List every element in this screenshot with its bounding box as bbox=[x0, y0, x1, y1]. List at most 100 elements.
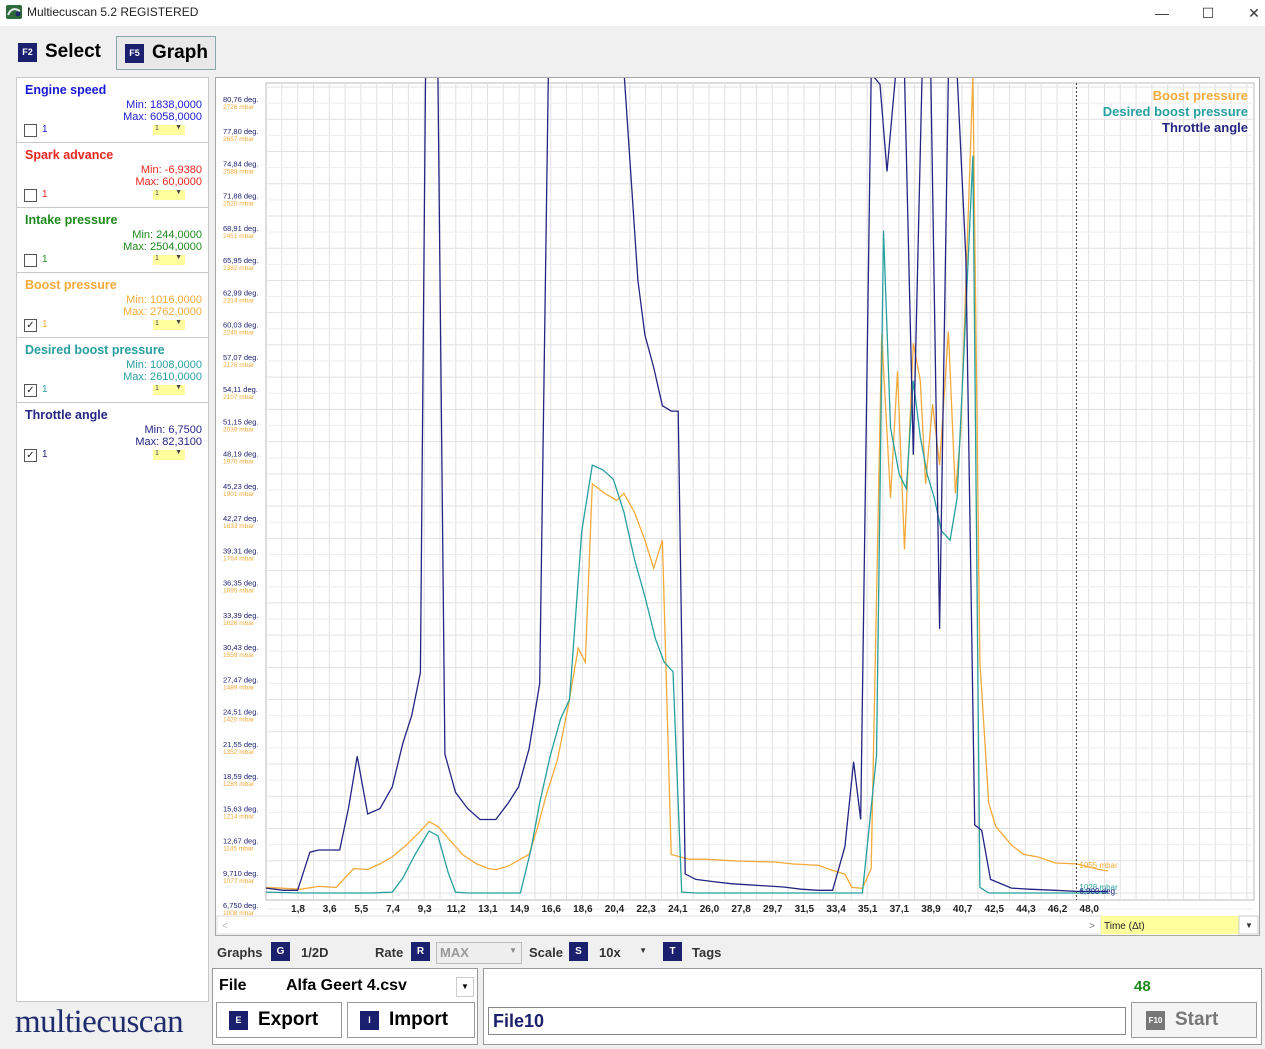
y-tick-label-mbar: 1626 mbar bbox=[223, 620, 255, 627]
y-tick-label-mbar: 1901 mbar bbox=[223, 491, 255, 498]
sensor-graph-number: 1 bbox=[42, 449, 48, 460]
start-button-label: Start bbox=[1175, 1009, 1219, 1030]
sensor-item[interactable]: Desired boost pressure Min: 1008,0000 Max:… bbox=[17, 338, 208, 403]
sensor-item[interactable]: Spark advance Min: -6,9380 Max: 60,0000 1 1 ▼ bbox=[17, 143, 208, 208]
x-tick-label: 7,4 bbox=[386, 904, 400, 915]
y-tick-label-mbar: 1764 mbar bbox=[223, 555, 255, 562]
import-button[interactable]: I Import bbox=[347, 1002, 475, 1038]
y-tick-label-mbar: 1420 mbar bbox=[223, 717, 255, 724]
y-tick-label-deg: 45,23 deg. bbox=[223, 482, 258, 491]
y-tick-label-mbar: 2382 mbar bbox=[223, 265, 255, 272]
x-tick-label: 26,0 bbox=[700, 904, 720, 915]
rate-select[interactable]: MAX ▼ bbox=[436, 942, 522, 964]
x-tick-label: 40,7 bbox=[953, 904, 973, 915]
sensor-range: Min: 1008,0000 Max: 2610,0000 bbox=[123, 359, 202, 383]
tab-graph[interactable]: F5 Graph bbox=[116, 36, 216, 70]
sensor-graph-select[interactable]: 1 ▼ bbox=[153, 319, 185, 330]
filename-field[interactable]: File10 bbox=[488, 1007, 1126, 1035]
y-tick-label-mbar: 2107 mbar bbox=[223, 394, 255, 401]
x-tick-label: 18,6 bbox=[573, 904, 593, 915]
sensor-checkbox[interactable] bbox=[24, 189, 37, 202]
cursor-value-throttle: 6,900 deg. bbox=[1079, 887, 1117, 896]
s-key-icon: S bbox=[569, 942, 588, 961]
main-tabs: F2 Select F5 Graph bbox=[8, 36, 1265, 70]
y-tick-label-deg: 42,27 deg. bbox=[223, 514, 258, 523]
scroll-left-icon[interactable]: < bbox=[222, 921, 228, 932]
series-line-boost-pressure bbox=[265, 75, 1109, 890]
y-tick-label-mbar: 2588 mbar bbox=[223, 168, 255, 175]
horizontal-scrollbar[interactable] bbox=[216, 915, 1102, 935]
sensor-item[interactable]: Boost pressure Min: 1016,0000 Max: 2762,00… bbox=[17, 273, 208, 338]
x-tick-label: 20,4 bbox=[605, 904, 625, 915]
y-tick-label-deg: 6,750 deg. bbox=[223, 901, 258, 910]
sensor-graph-number: 1 bbox=[42, 124, 48, 135]
y-tick-label-deg: 77,80 deg. bbox=[223, 127, 258, 136]
y-tick-label-mbar: 2726 mbar bbox=[223, 104, 255, 111]
close-icon[interactable]: ✕ bbox=[1248, 4, 1260, 21]
sensor-min: Min: 1016,0000 bbox=[126, 294, 202, 306]
x-tick-label: 44,3 bbox=[1016, 904, 1036, 915]
sensor-checkbox[interactable] bbox=[24, 254, 37, 267]
chevron-down-icon: ▼ bbox=[175, 189, 182, 196]
sensor-graph-select[interactable]: 1 ▼ bbox=[153, 189, 185, 200]
x-tick-label: 38,9 bbox=[921, 904, 941, 915]
chevron-down-icon: ▼ bbox=[509, 946, 517, 955]
x-tick-label: 13,1 bbox=[478, 904, 498, 915]
start-button[interactable]: F10 Start bbox=[1131, 1002, 1257, 1038]
y-tick-label-deg: 30,43 deg. bbox=[223, 643, 258, 652]
sensor-graph-select[interactable]: 1 ▼ bbox=[153, 384, 185, 395]
tab-select[interactable]: F2 Select bbox=[8, 36, 108, 68]
x-tick-label: 35,1 bbox=[858, 904, 878, 915]
app-icon bbox=[6, 5, 22, 19]
sensor-item[interactable]: Throttle angle Min: 6,7500 Max: 82,3100 ✓ 1 1… bbox=[17, 403, 208, 467]
y-tick-label-mbar: 2520 mbar bbox=[223, 201, 255, 208]
f10-key-icon: F10 bbox=[1146, 1010, 1165, 1030]
sensor-range: Min: -6,9380 Max: 60,0000 bbox=[135, 164, 202, 188]
sensor-checkbox[interactable] bbox=[24, 124, 37, 137]
line-chart[interactable]: 80,76 deg.2726 mbar 77,80 deg.2657 mbar 74… bbox=[216, 69, 1259, 935]
maximize-icon[interactable]: ☐ bbox=[1201, 4, 1215, 21]
time-axis-dropdown[interactable] bbox=[1238, 915, 1259, 935]
sensor-item[interactable]: Engine speed Min: 1838,0000 Max: 6058,0000… bbox=[17, 78, 208, 143]
y-tick-label-mbar: 1695 mbar bbox=[223, 588, 255, 595]
legend-entry: Boost pressure bbox=[1153, 88, 1248, 103]
y-tick-label-mbar: 1145 mbar bbox=[223, 846, 254, 853]
g-key-icon: G bbox=[271, 942, 290, 961]
x-tick-label: 46,2 bbox=[1048, 904, 1068, 915]
sensor-graph-select-value: 1 bbox=[155, 255, 159, 262]
y-tick-label-deg: 54,11 deg. bbox=[223, 385, 258, 394]
scale-select[interactable]: 10x ▼ bbox=[593, 942, 653, 962]
sensor-graph-select[interactable]: 1 ▼ bbox=[153, 124, 185, 135]
sensor-name: Throttle angle bbox=[25, 408, 108, 422]
scroll-right-icon[interactable]: > bbox=[1089, 921, 1095, 932]
f2-key-icon: F2 bbox=[18, 42, 37, 62]
x-tick-label: 33,4 bbox=[826, 904, 846, 915]
y-tick-label-mbar: 1833 mbar bbox=[223, 523, 255, 530]
sensor-min: Min: 6,7500 bbox=[144, 424, 202, 436]
y-tick-label-mbar: 1970 mbar bbox=[223, 459, 255, 466]
chevron-down-icon[interactable]: ▼ bbox=[456, 977, 474, 997]
tab-select-label: Select bbox=[45, 41, 101, 62]
y-tick-label-deg: 9,710 deg. bbox=[223, 869, 258, 878]
time-axis-select[interactable] bbox=[1101, 916, 1239, 934]
graphs-label: Graphs bbox=[217, 945, 263, 960]
sensor-graph-select[interactable]: 1 ▼ bbox=[153, 449, 185, 460]
graphs-mode-value[interactable]: 1/2D bbox=[301, 945, 329, 960]
sensor-graph-number: 1 bbox=[42, 254, 48, 265]
minimize-icon[interactable]: — bbox=[1155, 5, 1169, 21]
tags-button[interactable]: Tags bbox=[692, 945, 722, 960]
sensor-max: Max: 2610,0000 bbox=[123, 370, 202, 383]
export-button-label: Export bbox=[258, 1009, 319, 1030]
file-select[interactable]: Alfa Geert 4.csv bbox=[286, 977, 407, 994]
x-tick-label: 1,8 bbox=[291, 904, 305, 915]
sensor-graph-select[interactable]: 1 ▼ bbox=[153, 254, 185, 265]
y-tick-label-deg: 18,59 deg. bbox=[223, 772, 258, 781]
x-tick-label: 31,5 bbox=[795, 904, 815, 915]
x-tick-label: 37,1 bbox=[890, 904, 910, 915]
sensor-checkbox[interactable]: ✓ bbox=[24, 449, 37, 462]
y-tick-label-mbar: 2039 mbar bbox=[223, 426, 255, 433]
export-button[interactable]: E Export bbox=[216, 1002, 342, 1038]
sensor-checkbox[interactable]: ✓ bbox=[24, 319, 37, 332]
sensor-item[interactable]: Intake pressure Min: 244,0000 Max: 2504,00… bbox=[17, 208, 208, 273]
sensor-checkbox[interactable]: ✓ bbox=[24, 384, 37, 397]
